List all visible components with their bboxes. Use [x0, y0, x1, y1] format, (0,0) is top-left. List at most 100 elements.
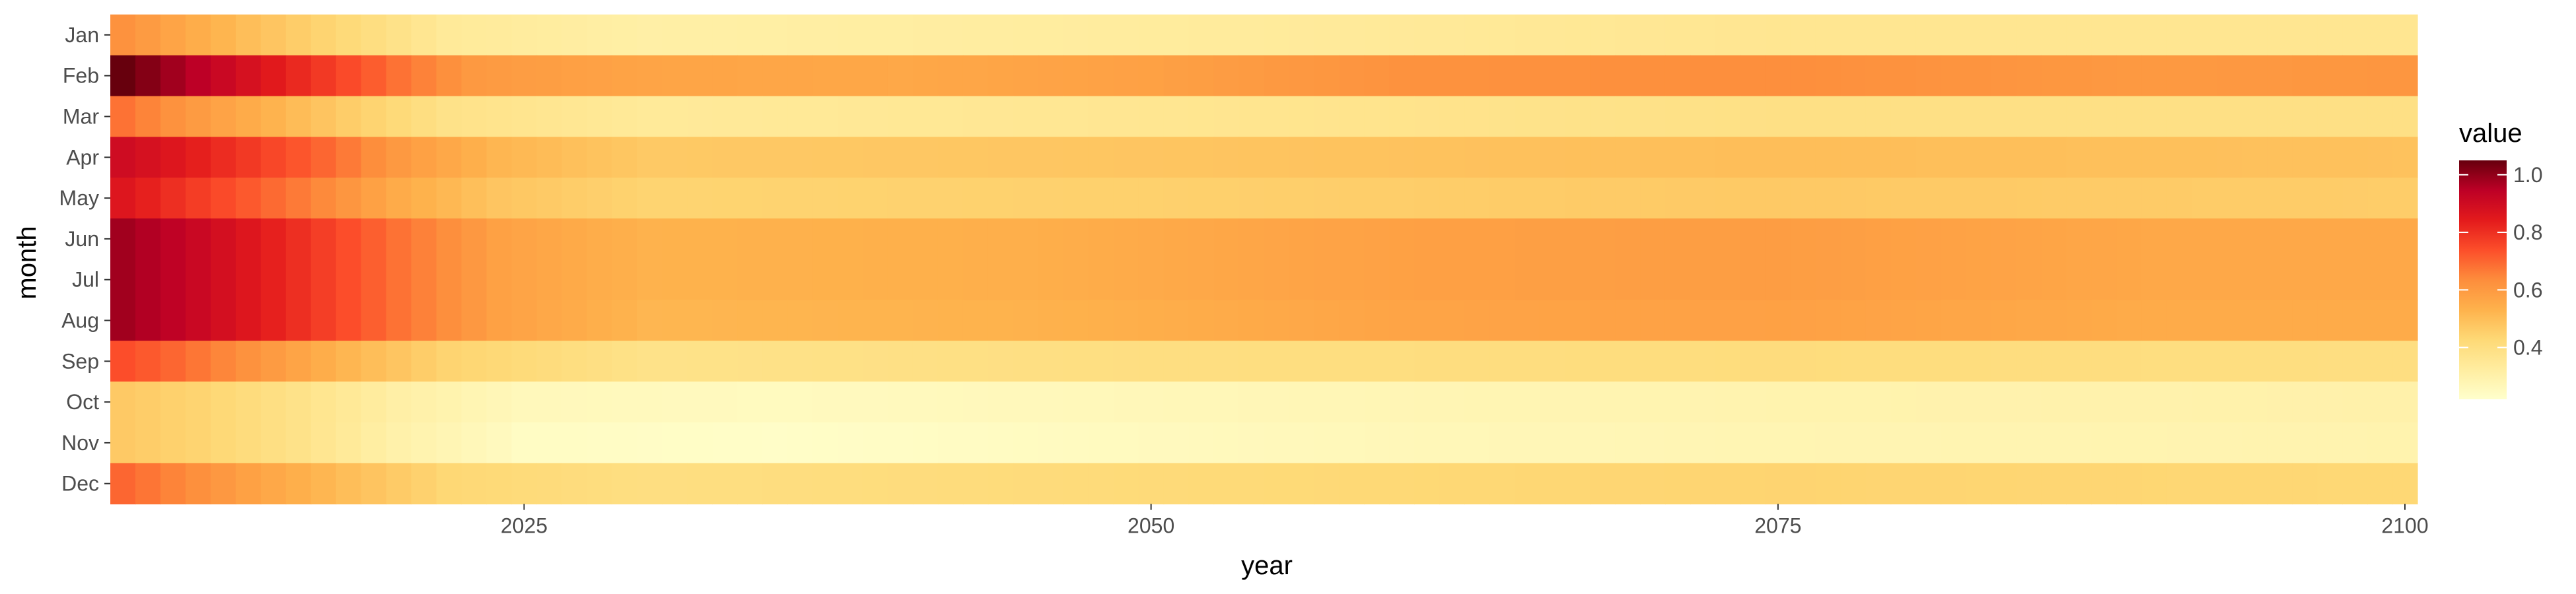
heatmap-cell — [1915, 341, 1942, 382]
heatmap-cell — [2267, 259, 2293, 301]
heatmap-cell — [2342, 463, 2368, 505]
heatmap-cell — [612, 55, 637, 97]
heatmap-cell — [937, 55, 964, 97]
heatmap-cell — [1690, 463, 1716, 505]
heatmap-cell — [1088, 341, 1114, 382]
heatmap-cell — [1238, 341, 1265, 382]
heatmap-cell — [1138, 96, 1164, 137]
heatmap-cell — [1590, 218, 1616, 260]
heatmap-cell — [1364, 259, 1390, 301]
heatmap-cell — [1289, 381, 1315, 423]
heatmap-cell — [561, 218, 587, 260]
heatmap-cell — [587, 300, 612, 341]
heatmap-cell — [160, 381, 186, 423]
y-tick-label: Dec — [61, 472, 99, 496]
heatmap-cell — [2166, 381, 2192, 423]
heatmap-cell — [1590, 300, 1616, 341]
heatmap-cell — [411, 341, 437, 382]
heatmap-cell — [2041, 96, 2067, 137]
heatmap-cell — [1565, 300, 1591, 341]
heatmap-cell — [536, 259, 563, 301]
heatmap-cell — [1339, 96, 1365, 137]
heatmap-cell — [1238, 55, 1265, 97]
heatmap-cell — [1213, 259, 1240, 301]
heatmap-cell — [1013, 300, 1039, 341]
heatmap-cell — [2141, 300, 2167, 341]
heatmap-cell — [210, 341, 236, 382]
heatmap-cell — [2317, 218, 2343, 260]
heatmap-cell — [2192, 218, 2217, 260]
heatmap-cell — [461, 96, 487, 137]
heatmap-cell — [2141, 422, 2167, 464]
heatmap-cell — [2342, 15, 2368, 56]
heatmap-cell — [285, 422, 312, 464]
heatmap-cell — [1664, 178, 1691, 219]
heatmap-cell — [1439, 422, 1465, 464]
heatmap-cell — [2091, 55, 2117, 97]
heatmap-cell — [486, 259, 513, 301]
heatmap-cell — [1489, 218, 1515, 260]
heatmap-cell — [1915, 55, 1942, 97]
heatmap-cell — [2041, 259, 2067, 301]
heatmap-cell — [712, 422, 738, 464]
heatmap-cell — [2242, 259, 2268, 301]
heatmap-cell — [662, 463, 688, 505]
heatmap-cell — [838, 55, 863, 97]
heatmap-cell — [962, 259, 989, 301]
heatmap-cell — [310, 341, 337, 382]
heatmap-cell — [962, 15, 989, 56]
heatmap-cell — [1966, 15, 1992, 56]
heatmap-cell — [1289, 218, 1315, 260]
heatmap-cell — [637, 137, 662, 178]
heatmap-cell — [2016, 341, 2042, 382]
heatmap-cell — [912, 96, 939, 137]
heatmap-cell — [310, 300, 337, 341]
heatmap-cell — [1790, 218, 1816, 260]
heatmap-cell — [1113, 96, 1139, 137]
heatmap-cell — [1840, 381, 1867, 423]
heatmap-cell — [260, 422, 287, 464]
heatmap-cell — [2317, 422, 2343, 464]
heatmap-cell — [662, 15, 688, 56]
heatmap-cell — [1138, 300, 1164, 341]
heatmap-cell — [987, 178, 1014, 219]
heatmap-cell — [511, 178, 538, 219]
heatmap-cell — [160, 422, 186, 464]
heatmap-cell — [1138, 259, 1164, 301]
heatmap-cell — [210, 55, 236, 97]
heatmap-cell — [561, 422, 587, 464]
heatmap-cell — [762, 341, 788, 382]
heatmap-cell — [937, 178, 964, 219]
heatmap-cell — [235, 96, 262, 137]
heatmap-cell — [587, 381, 612, 423]
heatmap-cell — [2392, 463, 2418, 505]
heatmap-cell — [2166, 178, 2192, 219]
heatmap-cell — [1339, 341, 1365, 382]
heatmap-cell — [912, 422, 939, 464]
y-tick-label: Apr — [66, 145, 99, 169]
heatmap-cell — [987, 259, 1014, 301]
heatmap-cell — [1715, 259, 1741, 301]
heatmap-cell — [1640, 137, 1666, 178]
heatmap-cell — [1690, 381, 1716, 423]
heatmap-cell — [511, 341, 538, 382]
heatmap-cell — [1188, 218, 1215, 260]
heatmap-cell — [260, 463, 287, 505]
heatmap-cell — [1991, 15, 2017, 56]
heatmap-cell — [285, 55, 312, 97]
heatmap-cell — [1565, 218, 1591, 260]
y-tick-label: May — [59, 186, 99, 210]
heatmap-cell — [762, 178, 788, 219]
heatmap-cell — [160, 218, 186, 260]
heatmap-cell — [2016, 300, 2042, 341]
heatmap-cell — [2066, 137, 2093, 178]
heatmap-cell — [1163, 422, 1190, 464]
heatmap-cell — [1138, 178, 1164, 219]
heatmap-cell — [612, 381, 637, 423]
heatmap-cell — [1038, 178, 1064, 219]
heatmap-cell — [1515, 178, 1540, 219]
heatmap-cell — [637, 381, 662, 423]
heatmap-cell — [687, 137, 713, 178]
legend-tick-label: 1.0 — [2513, 163, 2542, 187]
heatmap-cell — [962, 341, 989, 382]
